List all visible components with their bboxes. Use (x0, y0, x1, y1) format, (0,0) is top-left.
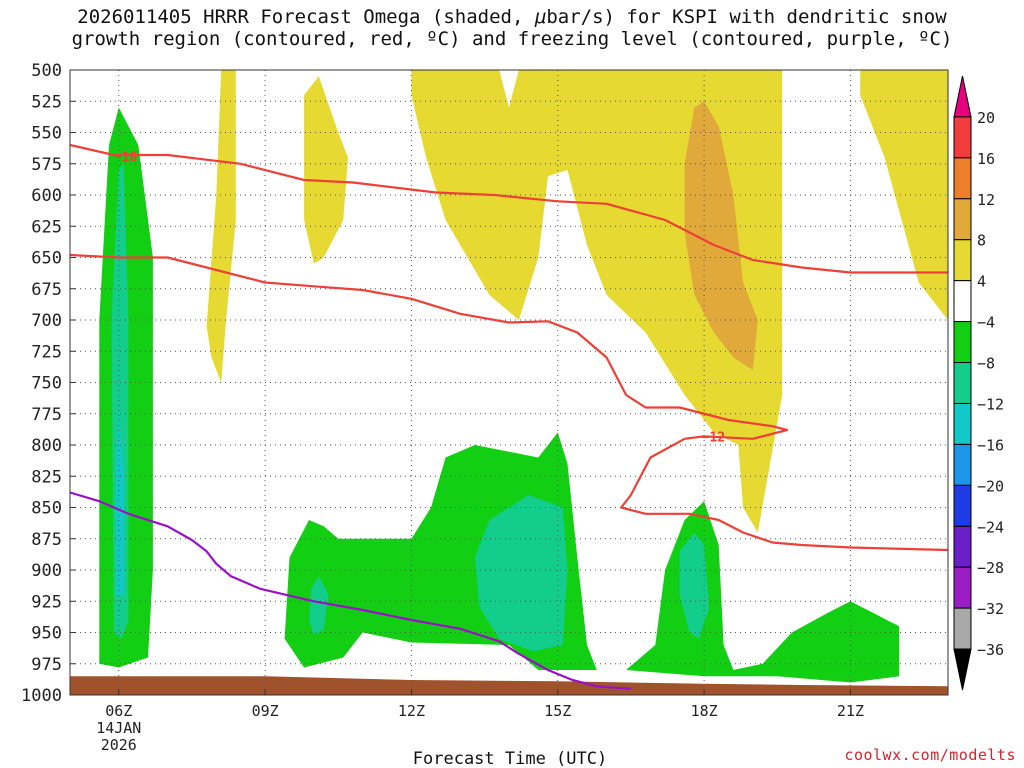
colorbar-segment (953, 566, 972, 609)
y-tick-label: 925 (31, 592, 62, 612)
colorbar-segment (953, 198, 972, 241)
colorbar-segment (953, 402, 972, 445)
omega-region-yellow_right (860, 70, 948, 320)
colorbar-label: −36 (977, 641, 1004, 659)
y-tick-label: 600 (31, 186, 62, 206)
y-tick-label: 725 (31, 342, 62, 362)
colorbar-segment (953, 525, 972, 568)
purple-contour-0-line (70, 491, 631, 690)
colorbar-label: 12 (977, 191, 995, 209)
colorbar-label: −16 (977, 436, 1004, 454)
colorbar-label: −12 (977, 395, 1004, 413)
red-contour-0-label: −16 (114, 150, 138, 165)
colorbar-segment (953, 484, 972, 527)
x-tick-label: 21Z (837, 702, 864, 720)
colorbar-label: −24 (977, 518, 1004, 536)
x-tick-label: 06Z (105, 702, 132, 720)
colorbar-segment (953, 362, 972, 404)
y-tick-label: 800 (31, 436, 62, 456)
colorbar-segment (953, 321, 972, 364)
y-tick-label: 625 (31, 217, 62, 237)
y-tick-label: 850 (31, 499, 62, 519)
x-tick-label: 18Z (691, 702, 718, 720)
colorbar-label: −32 (977, 600, 1004, 618)
y-tick-label: 650 (31, 249, 62, 269)
omega-region-teal_15Z (474, 495, 568, 652)
colorbar-label: −28 (977, 559, 1004, 577)
colorbar-bottom-triangle (953, 648, 972, 691)
y-axis: 500 525 550 575 600 625 650 675 700 725 750 775 800 8… (21, 61, 76, 706)
colorbar-label: 16 (977, 150, 995, 168)
colorbar-label: 20 (977, 109, 995, 127)
omega-region-teal_18Z (679, 532, 709, 639)
y-tick-label: 575 (31, 155, 62, 175)
y-tick-label: 825 (31, 467, 62, 487)
y-tick-label: 875 (31, 530, 62, 550)
y-tick-label: 1000 (21, 686, 62, 706)
omega-region-green_18Z_21Z (626, 501, 900, 683)
colorbar-top-triangle (953, 75, 972, 118)
y-tick-label: 900 (31, 561, 62, 581)
omega-region-yellow_08Z (206, 70, 236, 383)
x-tick-label: 15Z (544, 702, 571, 720)
colorbar-label: 8 (977, 232, 986, 250)
colorbar-segment (953, 116, 972, 159)
colorbar-segment (953, 443, 972, 486)
colorbar-label: 4 (977, 273, 986, 291)
x-tick-label: 09Z (252, 702, 279, 720)
y-tick-label: 775 (31, 405, 62, 425)
title-line-2: growth region (contoured, red, ºC) and f… (71, 28, 953, 50)
credit-text: coolwx.com/modelts (844, 746, 1016, 764)
omega-region-teal_09Z (309, 576, 329, 635)
colorbar-segment (953, 157, 972, 200)
x-tick-date: 14JAN (96, 719, 141, 737)
x-axis-label: Forecast Time (UTC) (413, 749, 607, 768)
colorbar-segment (953, 239, 972, 282)
temperature-contours: −16 −12 (70, 143, 948, 690)
omega-region-cyan_06Z (116, 407, 124, 595)
y-tick-label: 950 (31, 624, 62, 644)
y-tick-label: 525 (31, 92, 62, 112)
x-tick-year: 2026 (101, 736, 137, 754)
colorbar: 20 16 12 8 4 −4 −8 −12 −16 −20 −24 −28 −32 −36 (953, 75, 1004, 691)
y-tick-label: 700 (31, 311, 62, 331)
red-contour-1-label: −12 (702, 430, 725, 445)
y-tick-label: 975 (31, 655, 62, 675)
colorbar-segment (953, 280, 972, 323)
y-tick-label: 750 (31, 374, 62, 394)
y-tick-label: 675 (31, 280, 62, 300)
omega-region-teal_06Z (111, 163, 129, 639)
terrain-ground (70, 676, 948, 695)
colorbar-label: −8 (977, 355, 995, 373)
red-contour-0-line (70, 143, 948, 274)
colorbar-label: −20 (977, 477, 1004, 495)
omega-region-orange_18Z (684, 101, 758, 371)
red-contour-1-line (70, 253, 948, 552)
colorbar-label: −4 (977, 314, 995, 332)
chart-title: 2026011405 HRRR Forecast Omega (shaded, … (0, 6, 1024, 50)
x-tick-label: 12Z (398, 702, 425, 720)
omega-region-yellow_10Z (304, 76, 348, 264)
title-line-1: 2026011405 HRRR Forecast Omega (shaded, … (77, 6, 947, 28)
y-tick-label: 550 (31, 124, 62, 144)
colorbar-segment (953, 607, 972, 650)
y-tick-label: 500 (31, 61, 62, 81)
terrain (70, 676, 948, 695)
